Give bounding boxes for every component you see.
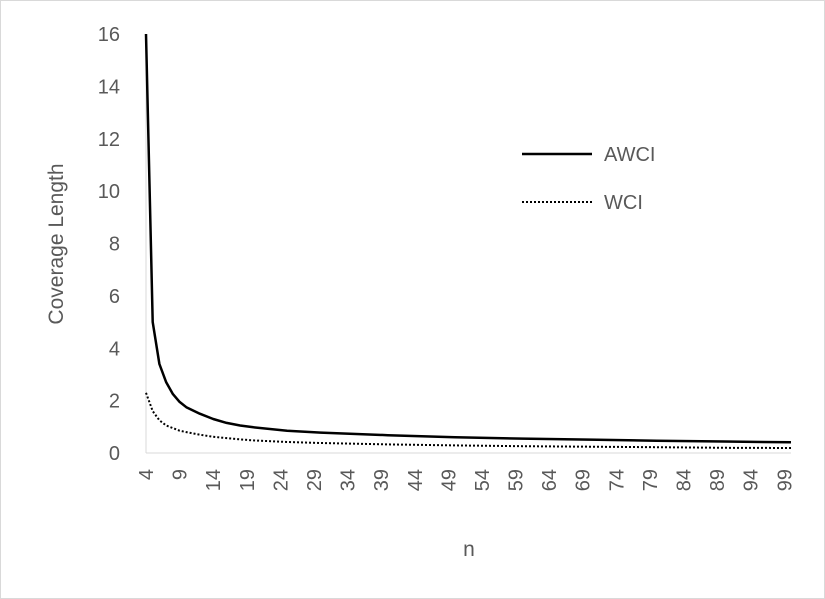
y-tick-label: 16: [98, 24, 120, 46]
y-tick-label: 0: [109, 443, 120, 465]
x-tick-label: 79: [640, 469, 662, 491]
x-axis-title: n: [463, 538, 475, 561]
y-tick-label: 6: [109, 286, 120, 308]
x-tick-label: 64: [539, 469, 561, 491]
x-tick-label: 29: [304, 469, 326, 491]
x-tick-label: 69: [573, 469, 595, 491]
x-tick-label: 9: [170, 469, 192, 480]
y-tick-label: 14: [98, 76, 120, 98]
series-line-awci: [144, 33, 792, 444]
x-tick-label: 14: [203, 469, 225, 491]
x-tick-label: 99: [774, 469, 796, 491]
y-tick-label: 2: [109, 391, 120, 413]
y-tick-labels: 0 2 4 6 8 10 12 14 16: [98, 24, 120, 465]
x-tick-label: 54: [472, 469, 494, 491]
y-tick-label: 4: [109, 338, 120, 360]
x-tick-label: 39: [371, 469, 393, 491]
x-tick-label: 4: [136, 469, 158, 480]
x-tick-label: 59: [506, 469, 528, 491]
x-tick-labels: 4 9 14 19 24 29 34 39 44 49 54 59 64 69 74 79 84 89 94 99: [136, 469, 796, 491]
x-tick-label: 84: [674, 469, 696, 491]
legend: AWCI WCI: [522, 144, 655, 214]
y-tick-label: 8: [109, 234, 120, 256]
series-layer: [144, 33, 792, 449]
series-line-wci: [145, 392, 792, 449]
x-tick-label: 74: [606, 469, 628, 491]
x-tick-label: 49: [438, 469, 460, 491]
x-tick-label: 94: [741, 469, 763, 491]
y-tick-label: 12: [98, 129, 120, 151]
x-tick-label: 19: [237, 469, 259, 491]
x-tick-label: 89: [707, 469, 729, 491]
y-tick-label: 10: [98, 181, 120, 203]
x-tick-label: 24: [270, 469, 292, 491]
x-tick-label: 44: [405, 469, 427, 491]
legend-label-awci: AWCI: [604, 144, 655, 166]
legend-label-wci: WCI: [604, 192, 643, 214]
y-axis-title: Coverage Length: [45, 163, 68, 324]
x-tick-label: 34: [338, 469, 360, 491]
